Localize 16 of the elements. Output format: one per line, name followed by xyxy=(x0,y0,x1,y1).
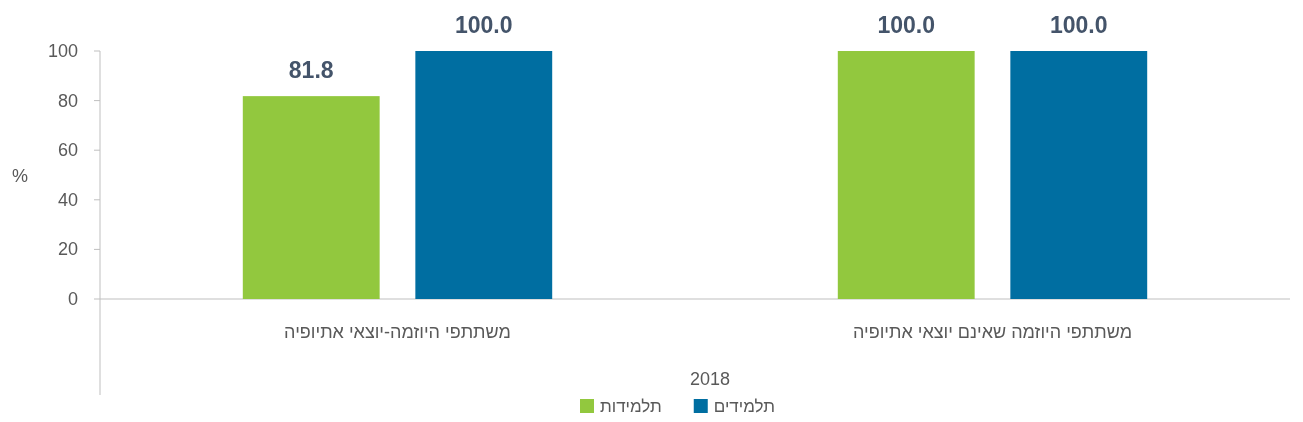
y-tick-label: 0 xyxy=(67,289,78,309)
legend-label: תלמידים xyxy=(713,397,775,416)
legend-label: תלמידות xyxy=(600,397,662,416)
y-tick-label: 60 xyxy=(57,140,78,161)
y-tick-label: 100 xyxy=(47,41,78,61)
x-axis-title: 2018 xyxy=(689,369,731,389)
x-tick-label: משתתפי היוזמה שאינם יוצאי אתיופיה xyxy=(852,322,1133,342)
y-tick-label: 20 xyxy=(57,239,78,260)
data-label: 100.0 xyxy=(1049,12,1108,38)
y-tick-label: 80 xyxy=(57,90,78,111)
y-tick-label: 40 xyxy=(57,189,78,210)
data-label: 81.8 xyxy=(288,57,334,84)
data-label: 100.0 xyxy=(877,12,936,38)
x-tick-label: משתתפי היוזמה-יוצאי אתיופיה xyxy=(284,322,511,342)
y-axis-title: % xyxy=(11,166,29,186)
data-label: 100.0 xyxy=(454,12,513,38)
